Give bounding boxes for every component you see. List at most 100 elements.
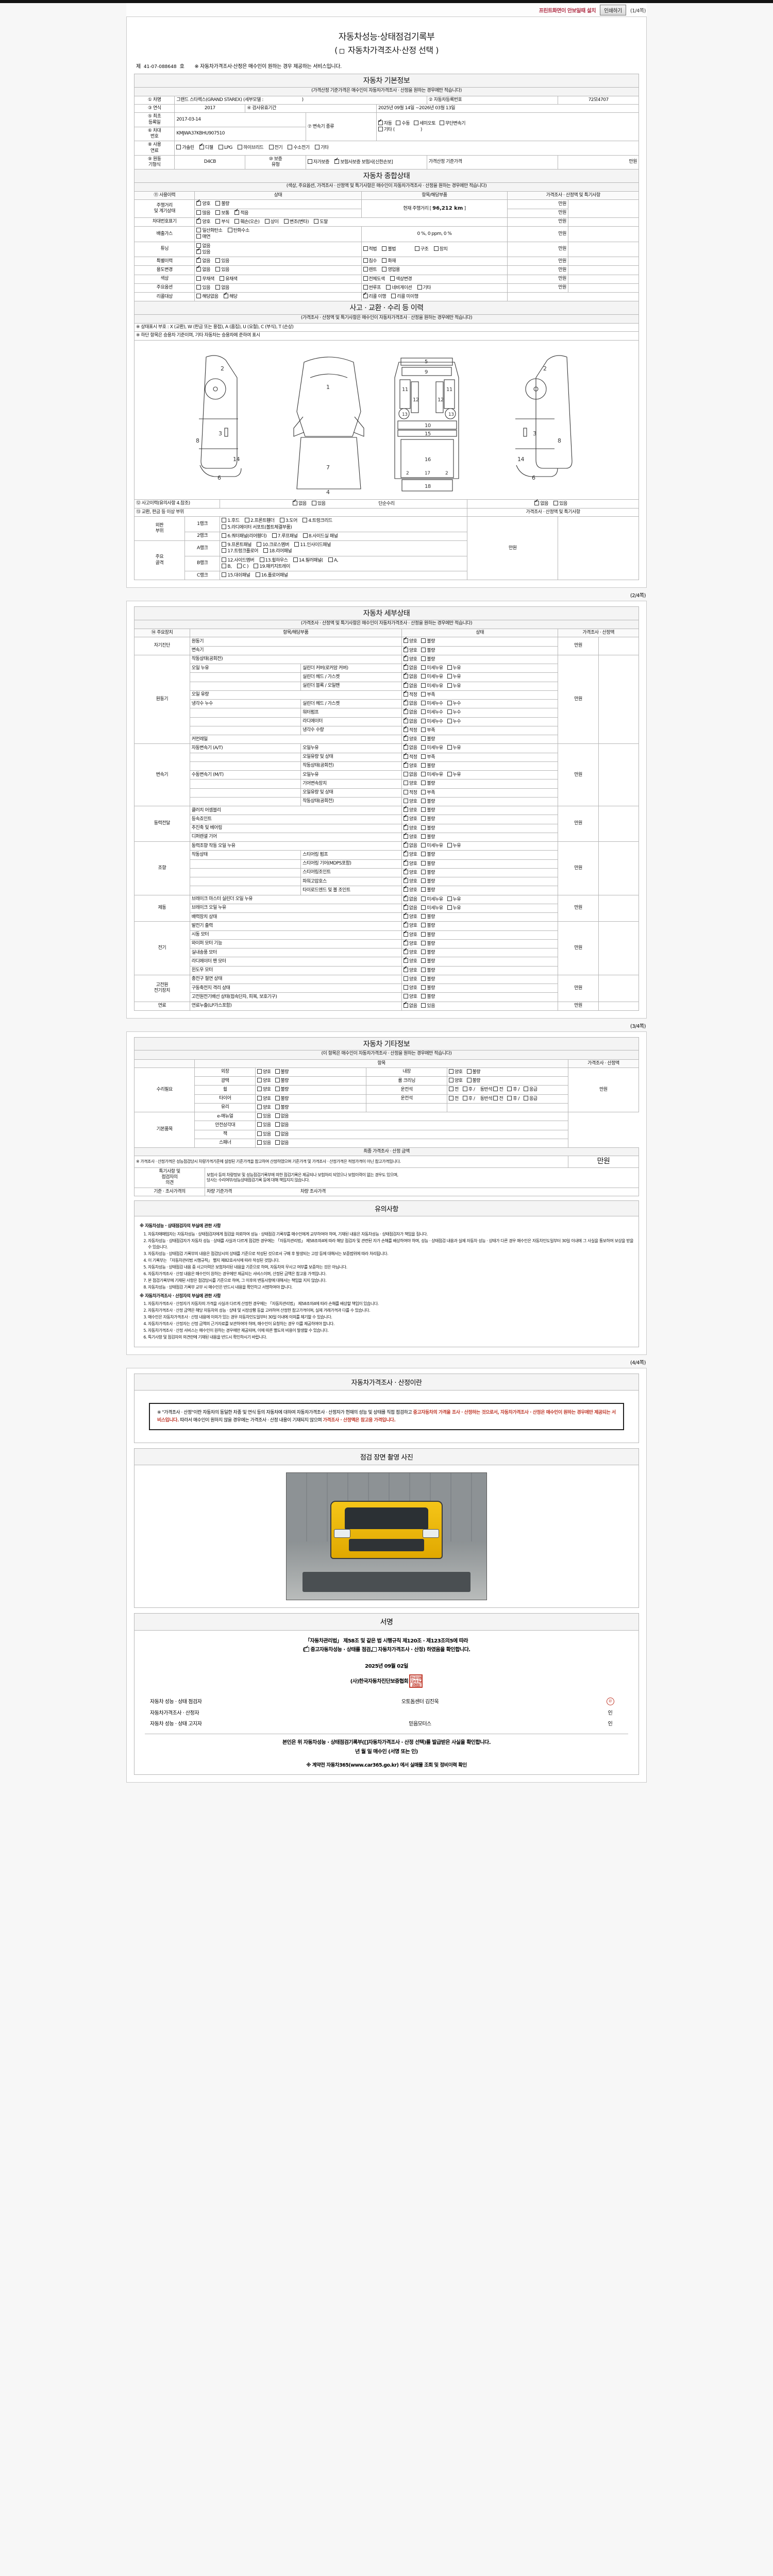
checkbox-icon[interactable] xyxy=(403,833,408,839)
checkbox-icon[interactable] xyxy=(283,218,289,224)
checkbox-icon[interactable] xyxy=(314,218,319,224)
detail-state-option[interactable]: 미세누수 xyxy=(421,701,443,707)
checkbox-icon[interactable] xyxy=(222,563,227,568)
detail-state-option[interactable]: 불량 xyxy=(421,852,435,858)
detail-state-option[interactable]: 양호 xyxy=(403,798,417,805)
checkbox-icon[interactable] xyxy=(462,1087,467,1092)
detail-state-option[interactable]: 미세누유 xyxy=(421,665,443,671)
checkbox-icon[interactable] xyxy=(305,1646,310,1652)
checkbox-icon[interactable] xyxy=(440,121,445,125)
detail-state-option[interactable]: 누유 xyxy=(447,896,461,903)
checkbox-icon[interactable] xyxy=(363,246,368,251)
transmission-option[interactable]: 무단변속기 xyxy=(440,121,466,127)
detail-state-option[interactable]: 불량 xyxy=(421,887,435,893)
detail-state-option[interactable]: 부족 xyxy=(421,727,435,734)
detail-state-option[interactable]: 불량 xyxy=(421,967,435,974)
detail-state-option[interactable]: 양호 xyxy=(403,912,417,920)
detail-state-option[interactable]: 불량 xyxy=(421,914,435,920)
checkbox-icon[interactable] xyxy=(421,807,426,812)
checkbox-icon[interactable] xyxy=(403,976,408,981)
panel-item[interactable]: 5.라디에이터 서포트(볼트체결부품) xyxy=(222,524,292,531)
panel-item[interactable]: 2.프론트휀더 xyxy=(244,518,275,524)
checkbox-icon[interactable] xyxy=(196,228,201,232)
usage-change-option[interactable]: 없음 xyxy=(196,265,211,273)
special-history-type[interactable]: 화재 xyxy=(382,258,396,264)
checkbox-icon[interactable] xyxy=(403,753,408,759)
checkbox-icon[interactable] xyxy=(390,276,395,281)
checkbox-icon[interactable] xyxy=(421,878,426,883)
checkbox-icon[interactable] xyxy=(363,267,368,272)
detail-state-option[interactable]: 없음 xyxy=(403,664,417,671)
warranty-option[interactable]: 자가보증 xyxy=(307,159,329,165)
checkbox-icon[interactable] xyxy=(275,1078,280,1082)
checkbox-icon[interactable] xyxy=(466,1069,472,1074)
checkbox-icon[interactable] xyxy=(222,572,227,577)
detail-state-option[interactable]: 누유 xyxy=(447,674,461,680)
checkbox-icon[interactable] xyxy=(421,674,426,679)
checkbox-icon[interactable] xyxy=(378,119,383,125)
checkbox-icon[interactable] xyxy=(382,267,387,272)
basic-item-option[interactable]: 없음 xyxy=(275,1113,289,1120)
checkbox-icon[interactable] xyxy=(403,646,408,652)
checkbox-icon[interactable] xyxy=(294,542,299,547)
checkbox-icon[interactable] xyxy=(447,745,452,750)
emission-option[interactable]: 일산화탄소 xyxy=(196,228,223,234)
checkbox-icon[interactable] xyxy=(254,563,259,568)
checkbox-icon[interactable] xyxy=(196,257,201,263)
checkbox-icon[interactable] xyxy=(363,292,368,298)
checkbox-icon[interactable] xyxy=(433,246,439,251)
detail-state-option[interactable]: 양호 xyxy=(403,939,417,947)
checkbox-icon[interactable] xyxy=(421,709,426,715)
checkbox-icon[interactable] xyxy=(447,843,452,848)
repair-option[interactable]: 전 xyxy=(448,1087,459,1093)
checkbox-icon[interactable] xyxy=(227,228,232,232)
checkbox-icon[interactable] xyxy=(421,843,426,848)
checkbox-icon[interactable] xyxy=(447,683,452,688)
checkbox-icon[interactable] xyxy=(493,1087,498,1092)
detail-state-option[interactable]: 누유 xyxy=(447,665,461,671)
checkbox-icon[interactable] xyxy=(382,258,387,263)
checkbox-icon[interactable] xyxy=(263,548,268,553)
fuel-option[interactable]: 전기 xyxy=(268,145,283,151)
checkbox-icon[interactable] xyxy=(403,859,408,866)
detail-state-option[interactable]: 양호 xyxy=(403,824,417,832)
checkbox-icon[interactable] xyxy=(257,1140,262,1145)
detail-state-option[interactable]: 누유 xyxy=(447,772,461,778)
checkbox-icon[interactable] xyxy=(396,121,401,125)
checkbox-icon[interactable] xyxy=(275,1113,280,1118)
checkbox-icon[interactable] xyxy=(421,887,426,892)
checkbox-icon[interactable] xyxy=(257,1131,262,1136)
repair-option[interactable]: 전 xyxy=(493,1087,503,1093)
detail-state-option[interactable]: 불량 xyxy=(421,834,435,840)
basic-item-option[interactable]: 없음 xyxy=(275,1131,289,1138)
detail-state-option[interactable]: 미세누유 xyxy=(421,843,443,849)
color-option[interactable]: 무채색 xyxy=(196,276,214,282)
main-option-type[interactable]: 기타 xyxy=(417,284,431,291)
checkbox-icon[interactable] xyxy=(448,1069,453,1074)
checkbox-icon[interactable] xyxy=(448,1078,453,1082)
checkbox-icon[interactable] xyxy=(275,1095,280,1100)
checkbox-icon[interactable] xyxy=(421,923,426,928)
detail-state-option[interactable]: 누유 xyxy=(447,745,461,751)
main-option[interactable]: 있음 xyxy=(196,284,211,291)
detail-state-option[interactable]: 양호 xyxy=(403,637,417,645)
checkbox-icon[interactable] xyxy=(257,1078,262,1082)
detail-state-option[interactable]: 불량 xyxy=(421,923,435,929)
repair-option[interactable]: 후 / xyxy=(507,1087,519,1093)
repair-option[interactable]: 불량 xyxy=(275,1095,289,1102)
color-option[interactable]: 유채색 xyxy=(220,276,238,282)
checkbox-icon[interactable] xyxy=(403,806,408,812)
checkbox-icon[interactable] xyxy=(421,994,426,999)
checkbox-icon[interactable] xyxy=(234,218,240,224)
checkbox-icon[interactable] xyxy=(447,905,452,910)
detail-state-option[interactable]: 양호 xyxy=(403,833,417,840)
repair-option[interactable]: 응급 xyxy=(523,1087,537,1093)
detail-state-option[interactable]: 있음 xyxy=(421,1003,435,1009)
checkbox-icon[interactable] xyxy=(196,199,201,206)
detail-state-option[interactable]: 없음 xyxy=(403,895,417,903)
detail-state-option[interactable]: 불량 xyxy=(421,638,435,645)
detail-state-option[interactable]: 미세누유 xyxy=(421,674,443,680)
checkbox-icon[interactable] xyxy=(403,939,408,945)
color-change-option[interactable]: 색상변경 xyxy=(390,276,412,282)
checkbox-icon[interactable] xyxy=(196,284,201,290)
